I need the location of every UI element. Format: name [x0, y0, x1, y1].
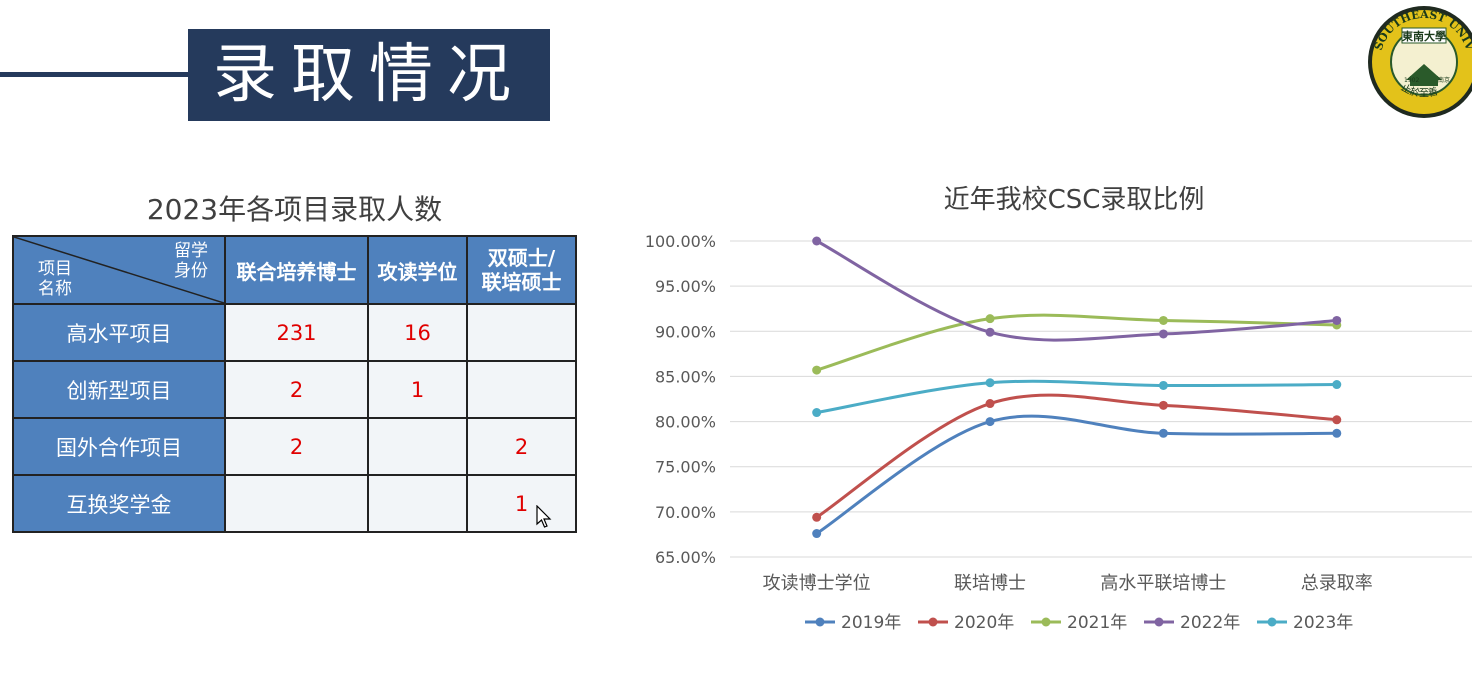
table-cell: 1: [466, 474, 577, 533]
corner-bottom-label: 项目 名称: [38, 259, 72, 299]
data-point: [985, 399, 995, 409]
legend-label: 2022年: [1180, 613, 1240, 633]
slide-title: 录取情况: [188, 29, 550, 121]
table-cell: 2: [224, 417, 369, 476]
data-point: [1332, 315, 1342, 325]
table-cell: [466, 360, 577, 419]
university-logo: 東南大學 1902 南京 SOUTHEAST UNIV 止於至善: [1366, 2, 1472, 122]
series-line-2020年: [815, 393, 1337, 519]
legend-label: 2023年: [1293, 613, 1353, 633]
y-tick-label: 75.00%: [655, 458, 716, 477]
table-cell: 231: [224, 303, 369, 362]
y-tick-label: 65.00%: [655, 548, 716, 567]
corner-top-label: 留学 身份: [174, 241, 208, 281]
series-line-2023年: [816, 379, 1337, 415]
data-point: [812, 408, 822, 418]
data-point: [1332, 380, 1342, 390]
admission-table: 留学 身份 项目 名称 联合培养博士 攻读学位 双硕士/联培硕士 高水平项目 231…: [12, 235, 577, 533]
table-row: 互换奖学金 1: [12, 474, 577, 533]
legend-marker: [815, 617, 825, 627]
data-point: [1158, 380, 1168, 390]
y-tick-label: 95.00%: [655, 277, 716, 296]
table-row: 创新型项目 2 1: [12, 360, 577, 419]
table-cell: 2: [224, 360, 369, 419]
table-header-row: 留学 身份 项目 名称 联合培养博士 攻读学位 双硕士/联培硕士: [12, 235, 577, 305]
data-point: [812, 512, 822, 522]
table-corner-cell: 留学 身份 项目 名称: [12, 235, 226, 305]
table-cell: 16: [367, 303, 468, 362]
legend-label: 2019年: [841, 613, 901, 633]
series-line-2021年: [816, 313, 1337, 372]
x-tick-label: 联培博士: [954, 573, 1026, 594]
data-point: [1158, 428, 1168, 438]
series-line-2022年: [815, 239, 1337, 342]
table-cell: [367, 474, 468, 533]
mouse-cursor-icon: [536, 504, 552, 533]
data-point: [985, 378, 995, 388]
table-cell: [466, 303, 577, 362]
data-point: [985, 417, 995, 427]
legend-marker: [928, 617, 938, 627]
y-tick-label: 70.00%: [655, 503, 716, 522]
table-row: 国外合作项目 2 2: [12, 417, 577, 476]
data-point: [812, 365, 822, 375]
column-header-double-master: 双硕士/联培硕士: [466, 235, 577, 305]
data-point: [1332, 428, 1342, 438]
legend-label: 2020年: [954, 613, 1014, 633]
x-tick-label: 高水平联培博士: [1100, 573, 1226, 594]
data-point: [1332, 415, 1342, 425]
data-point: [1158, 329, 1168, 339]
table-cell: [224, 474, 369, 533]
row-label: 国外合作项目: [12, 417, 226, 476]
column-header-joint-phd: 联合培养博士: [224, 235, 369, 305]
data-point: [985, 327, 995, 337]
legend-marker: [1041, 617, 1051, 627]
table-cell: 2: [466, 417, 577, 476]
data-point: [812, 529, 822, 539]
data-point: [985, 314, 995, 324]
y-tick-label: 80.00%: [655, 413, 716, 432]
row-label: 创新型项目: [12, 360, 226, 419]
series-line-2019年: [815, 414, 1337, 535]
row-label: 互换奖学金: [12, 474, 226, 533]
data-point: [1158, 315, 1168, 325]
table-row: 高水平项目 231 16: [12, 303, 577, 362]
legend-label: 2021年: [1067, 613, 1127, 633]
y-tick-label: 90.00%: [655, 322, 716, 341]
table-title: 2023年各项目录取人数: [146, 193, 443, 226]
table-cell: [367, 417, 468, 476]
csc-admission-line-chart: 近年我校CSC录取比例 65.00% 70.00% 75.00% 80.00% 85.00…: [645, 185, 1472, 633]
row-label: 高水平项目: [12, 303, 226, 362]
x-tick-label: 攻读博士学位: [763, 573, 871, 594]
data-point: [812, 236, 822, 246]
y-tick-label: 100.00%: [645, 232, 716, 251]
legend-marker: [1154, 617, 1164, 627]
data-point: [1158, 400, 1168, 410]
x-tick-label: 总录取率: [1301, 573, 1373, 594]
svg-text:東南大學: 東南大學: [1402, 29, 1446, 43]
title-accent-line: [0, 72, 200, 77]
legend-marker: [1267, 617, 1277, 627]
svg-text:1902: 1902: [1404, 77, 1419, 84]
svg-text:南京: 南京: [1438, 76, 1450, 84]
column-header-degree: 攻读学位: [367, 235, 468, 305]
chart-title: 近年我校CSC录取比例: [944, 185, 1205, 215]
y-tick-label: 85.00%: [655, 367, 716, 386]
table-cell: 1: [367, 360, 468, 419]
